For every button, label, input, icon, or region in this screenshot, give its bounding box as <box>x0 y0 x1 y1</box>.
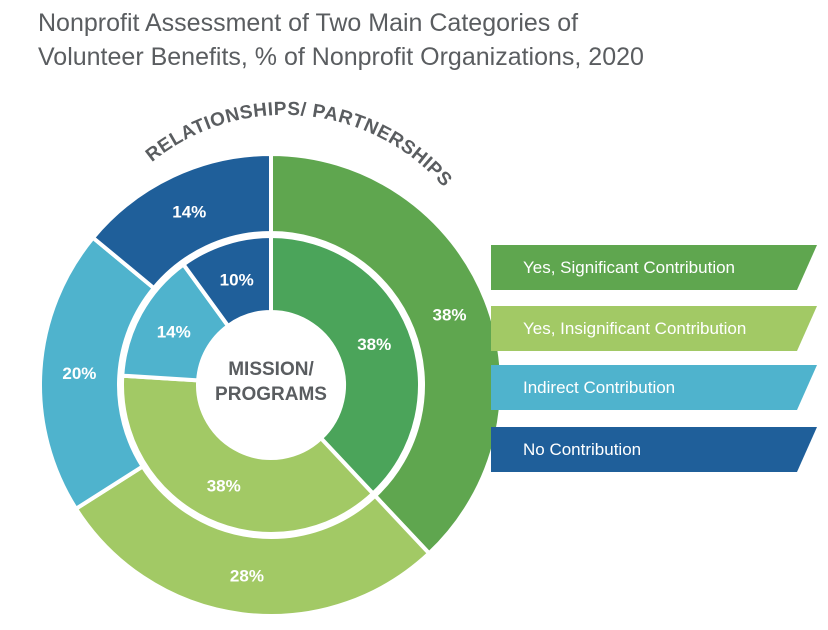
outer-label-none: 14% <box>172 202 206 221</box>
outer-label-insignificant: 28% <box>230 566 264 585</box>
chart-title-line-2: Volunteer Benefits, % of Nonprofit Organ… <box>38 43 644 71</box>
inner-ring <box>120 234 422 536</box>
legend-item-none: No Contribution <box>491 427 817 472</box>
inner-label-indirect: 14% <box>157 323 191 342</box>
legend-swatch-indirect <box>491 365 817 410</box>
outer-slice-significant <box>269 152 504 556</box>
outer-slice-none <box>91 152 273 291</box>
legend-label-significant: Yes, Significant Contribution <box>523 258 736 277</box>
inner-slice-significant <box>269 234 422 496</box>
outer-slice-insignificant <box>73 464 432 618</box>
legend-swatch-insignificant <box>491 306 817 351</box>
inner-label-significant: 38% <box>357 335 391 354</box>
outer-ring <box>38 152 504 618</box>
legend-label-indirect: Indirect Contribution <box>523 378 676 397</box>
legend-item-indirect: Indirect Contribution <box>491 365 817 410</box>
value-labels: 38% 38% 14% 10% 38% 28% 20% 14% <box>62 202 466 585</box>
legend-item-insignificant: Yes, Insignificant Contribution <box>491 306 817 351</box>
legend-item-significant: Yes, Significant Contribution <box>491 245 817 290</box>
outer-label-indirect: 20% <box>62 364 96 383</box>
inner-slice-insignificant <box>120 373 375 536</box>
center-label-line-2: PROGRAMS <box>215 384 327 405</box>
legend-label-insignificant: Yes, Insignificant Contribution <box>523 319 747 338</box>
center-label-line-1: MISSION/ <box>228 359 314 380</box>
legend-label-none: No Contribution <box>523 440 642 459</box>
inner-label-insignificant: 38% <box>207 476 241 495</box>
legend-swatch-significant <box>491 245 817 290</box>
outer-label-significant: 38% <box>433 305 467 324</box>
inner-label-none: 10% <box>220 270 254 289</box>
chart-title: Nonprofit Assessment of Two Main Categor… <box>38 6 798 74</box>
donut-hole <box>198 312 344 458</box>
legend-swatch-none <box>491 427 817 472</box>
chart-title-line-1: Nonprofit Assessment of Two Main Categor… <box>38 9 579 37</box>
